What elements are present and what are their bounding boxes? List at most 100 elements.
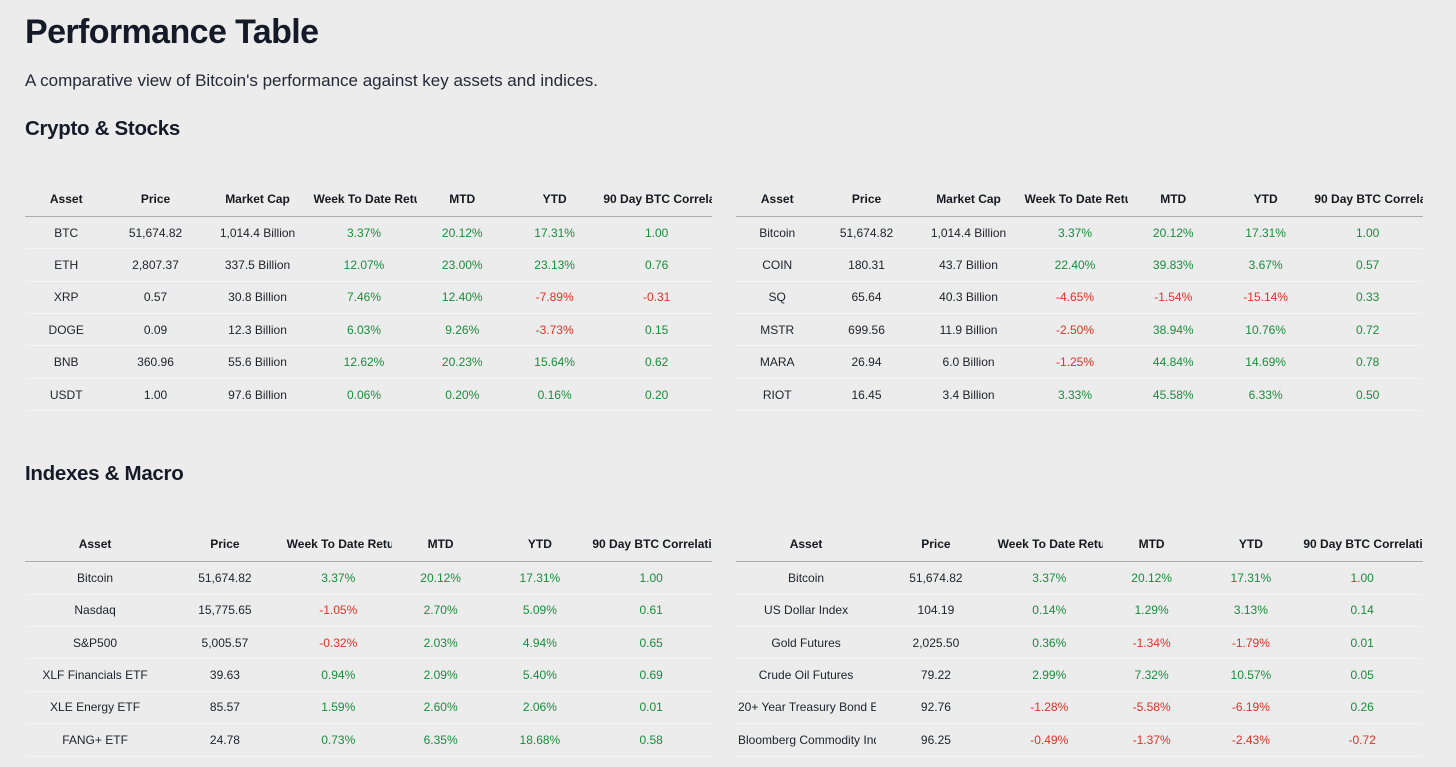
cell-value: 6.33% (1218, 378, 1313, 412)
cell-value: 15,775.65 (165, 594, 285, 628)
cell-value: 65.64 (818, 281, 915, 315)
cell-value: -2.50% (1022, 313, 1128, 347)
cell-value: 51,674.82 (876, 561, 996, 595)
cell-value: 0.57 (107, 281, 204, 315)
table-row: XRP 0.57 30.8 Billion 7.46% 12.40% -7.89% -0.3… (25, 281, 712, 315)
cell-value: 17.31% (1200, 561, 1302, 595)
table-row: 20+ Year Treasury Bond ETF92.76-1.28%-5.… (736, 691, 1423, 725)
cell-value: 0.06% (311, 378, 417, 412)
cell-value: 2.99% (995, 658, 1103, 692)
cell-value: 12.40% (416, 281, 508, 315)
column-header: YTD (489, 533, 591, 563)
column-header: Week To Date Return (311, 187, 417, 217)
cell-value: 3.37% (1022, 216, 1128, 250)
cell-value: 7.46% (311, 281, 417, 315)
cell-value: 23.00% (416, 248, 508, 282)
column-header: Asset (25, 187, 108, 217)
cell-value: 40.3 Billion (914, 281, 1023, 315)
cell-value: 2,025.50 (876, 626, 996, 660)
cell-value: 20.23% (416, 345, 508, 379)
cell-value: 16.45 (818, 378, 915, 412)
cell-asset: BTC (25, 216, 108, 250)
section-crypto-stocks: Crypto & Stocks Asset Price Market Cap Week… (25, 117, 1423, 412)
column-header: Price (876, 533, 996, 563)
cell-value: 12.3 Billion (203, 313, 312, 347)
cell-value: 0.01 (590, 691, 712, 725)
table-row: Nasdaq 15,775.65 -1.05% 2.70% 5.09% 0.61 (25, 594, 712, 628)
cell-value: 0.36% (995, 626, 1103, 660)
cell-value: 1.00 (1301, 561, 1423, 595)
cell-value: 55.6 Billion (203, 345, 312, 379)
cell-value: 0.15 (601, 313, 712, 347)
cell-value: 17.31% (507, 216, 602, 250)
cell-value: -5.58% (1102, 691, 1201, 725)
cell-value: 360.96 (107, 345, 204, 379)
table-row: Crude Oil Futures 79.22 2.99% 7.32% 10.57% 0.… (736, 658, 1423, 692)
table-row: XLF Financials ETF 39.63 0.94% 2.09% 5.40% 0.… (25, 658, 712, 692)
cell-value: 26.94 (818, 345, 915, 379)
column-header: 90 Day BTC Correlation (1312, 187, 1423, 217)
cell-asset: Gold Futures (736, 626, 877, 660)
cell-asset: RIOT (736, 378, 819, 412)
cell-value: 43.7 Billion (914, 248, 1023, 282)
cell-value: 7.32% (1102, 658, 1201, 692)
table-row: RIOT 16.45 3.4 Billion 3.33% 45.58% 6.33% 0.50 (736, 378, 1423, 412)
cell-value: -1.28% (995, 691, 1103, 725)
table-row: Bitcoin 51,674.82 1,014.4 Billion 3.37% 20.1… (736, 216, 1423, 250)
cell-value: 0.09 (107, 313, 204, 347)
cell-asset: COIN (736, 248, 819, 282)
section-indexes-macro: Indexes & Macro Asset Price Week To Date R… (25, 462, 1423, 757)
cell-asset: FANG+ ETF (25, 723, 166, 757)
section-heading-indexes-macro: Indexes & Macro (25, 462, 184, 486)
cell-value: -2.43% (1200, 723, 1302, 757)
cell-value: -0.32% (284, 626, 392, 660)
cell-value: -7.89% (507, 281, 602, 315)
cell-value: 0.33 (1312, 281, 1423, 315)
cell-value: 1.00 (107, 378, 204, 412)
column-header: Market Cap (914, 187, 1023, 217)
cell-value: -15.14% (1218, 281, 1313, 315)
table-row: USDT 1.00 97.6 Billion 0.06% 0.20% 0.16% 0.20 (25, 378, 712, 412)
cell-asset: S&P500 (25, 626, 166, 660)
cell-value: 0.73% (284, 723, 392, 757)
cell-value: -0.49% (995, 723, 1103, 757)
cell-asset: USDT (25, 378, 108, 412)
page-subtitle: A comparative view of Bitcoin's performa… (25, 70, 599, 90)
cell-value: 39.63 (165, 658, 285, 692)
cell-value: 24.78 (165, 723, 285, 757)
cell-value: 51,674.82 (818, 216, 915, 250)
cell-value: 2.70% (391, 594, 490, 628)
cell-value: 10.57% (1200, 658, 1302, 692)
column-header: Market Cap (203, 187, 312, 217)
cell-value: 85.57 (165, 691, 285, 725)
cell-asset: MSTR (736, 313, 819, 347)
column-header: 90 Day BTC Correlation (590, 533, 712, 563)
cell-value: 3.33% (1022, 378, 1128, 412)
column-header: Price (107, 187, 204, 217)
cell-value: 12.62% (311, 345, 417, 379)
cell-value: 2.06% (489, 691, 591, 725)
cell-value: 2.60% (391, 691, 490, 725)
cell-asset: DOGE (25, 313, 108, 347)
table-row: DOGE 0.09 12.3 Billion 6.03% 9.26% -3.73% 0.15 (25, 313, 712, 347)
table-row: Bitcoin 51,674.82 3.37% 20.12% 17.31% 1.00 (25, 561, 712, 595)
cell-value: 0.50 (1312, 378, 1423, 412)
table-row: BNB 360.96 55.6 Billion 12.62% 20.23% 15.64% 0… (25, 345, 712, 379)
cell-value: 2.03% (391, 626, 490, 660)
cell-value: 1,014.4 Billion (914, 216, 1023, 250)
cell-value: 0.65 (590, 626, 712, 660)
column-header: MTD (1102, 533, 1201, 563)
table-row: ETH 2,807.37 337.5 Billion 12.07% 23.00% 23.1… (25, 248, 712, 282)
cell-value: 0.26 (1301, 691, 1423, 725)
cell-value: 104.19 (876, 594, 996, 628)
cell-value: -1.54% (1127, 281, 1219, 315)
column-header: Week To Date Return (1022, 187, 1128, 217)
cell-value: 45.58% (1127, 378, 1219, 412)
cell-value: 17.31% (489, 561, 591, 595)
cell-value: 3.37% (995, 561, 1103, 595)
cell-value: 14.69% (1218, 345, 1313, 379)
cell-value: -1.25% (1022, 345, 1128, 379)
cell-asset: ETH (25, 248, 108, 282)
